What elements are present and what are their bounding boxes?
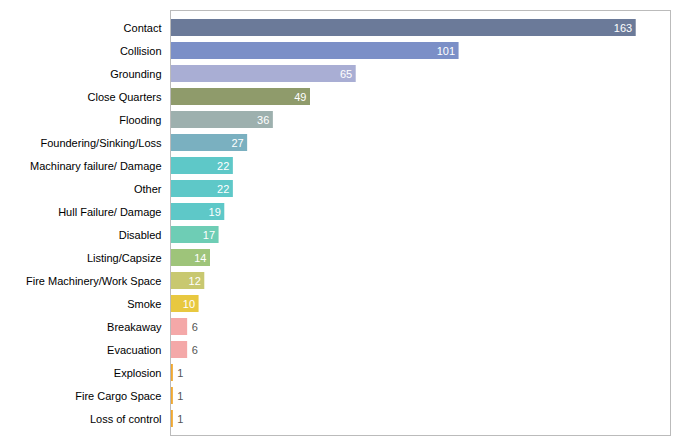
svg-text:Grounding: Grounding (110, 68, 161, 80)
svg-text:Breakaway: Breakaway (107, 321, 162, 333)
svg-text:1: 1 (177, 390, 183, 402)
svg-text:22: 22 (217, 160, 229, 172)
svg-text:Other: Other (134, 183, 162, 195)
svg-text:Hull Failure/ Damage: Hull Failure/ Damage (58, 206, 161, 218)
svg-text:49: 49 (294, 91, 306, 103)
svg-text:Explosion: Explosion (114, 367, 162, 379)
svg-text:Smoke: Smoke (127, 298, 161, 310)
svg-text:14: 14 (194, 252, 206, 264)
svg-text:Listing/Capsize: Listing/Capsize (87, 252, 162, 264)
svg-text:65: 65 (340, 68, 352, 80)
svg-text:101: 101 (437, 45, 455, 57)
svg-text:Flooding: Flooding (119, 114, 161, 126)
svg-text:Foundering/Sinking/Loss: Foundering/Sinking/Loss (40, 137, 162, 149)
svg-text:Collision: Collision (120, 45, 162, 57)
svg-text:Evacuation: Evacuation (107, 344, 161, 356)
svg-text:6: 6 (192, 344, 198, 356)
svg-text:Machinary failure/ Damage: Machinary failure/ Damage (30, 160, 161, 172)
svg-text:Fire Machinery/Work Space: Fire Machinery/Work Space (26, 275, 162, 287)
svg-text:1: 1 (177, 413, 183, 425)
svg-text:10: 10 (183, 298, 195, 310)
svg-text:Fire Cargo Space: Fire Cargo Space (75, 390, 161, 402)
svg-text:36: 36 (257, 114, 269, 126)
svg-text:Disabled: Disabled (119, 229, 162, 241)
svg-text:22: 22 (217, 183, 229, 195)
svg-text:Contact: Contact (124, 22, 162, 34)
svg-text:17: 17 (203, 229, 215, 241)
svg-text:1: 1 (177, 367, 183, 379)
svg-text:6: 6 (192, 321, 198, 333)
svg-text:27: 27 (231, 137, 243, 149)
svg-text:Close Quarters: Close Quarters (88, 91, 162, 103)
svg-text:19: 19 (209, 206, 221, 218)
svg-text:Loss of control: Loss of control (90, 413, 162, 425)
svg-text:163: 163 (614, 22, 632, 34)
svg-text:12: 12 (189, 275, 201, 287)
